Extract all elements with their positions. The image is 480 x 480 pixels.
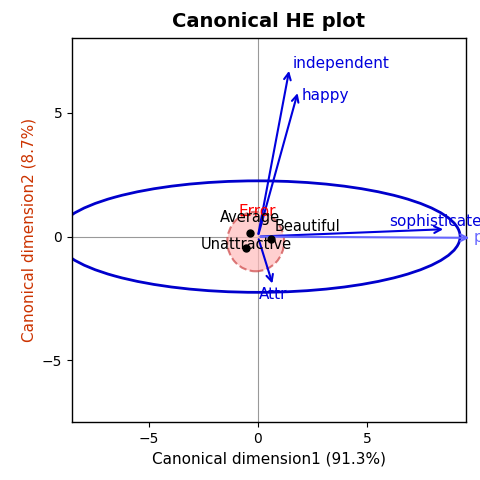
Text: sophisticated: sophisticated [389, 214, 480, 229]
Text: independent: independent [293, 56, 390, 71]
Text: Unattractive: Unattractive [200, 237, 291, 252]
Text: Error: Error [238, 204, 276, 219]
Text: happy: happy [301, 88, 349, 103]
Text: Attr: Attr [259, 288, 288, 302]
X-axis label: Canonical dimension1 (91.3%): Canonical dimension1 (91.3%) [152, 452, 386, 467]
Ellipse shape [227, 212, 284, 271]
Text: Average: Average [220, 210, 280, 226]
Y-axis label: Canonical dimension2 (8.7%): Canonical dimension2 (8.7%) [21, 119, 36, 342]
Text: phy: phy [473, 230, 480, 245]
Title: Canonical HE plot: Canonical HE plot [172, 12, 365, 31]
Text: Beautiful: Beautiful [274, 218, 340, 234]
